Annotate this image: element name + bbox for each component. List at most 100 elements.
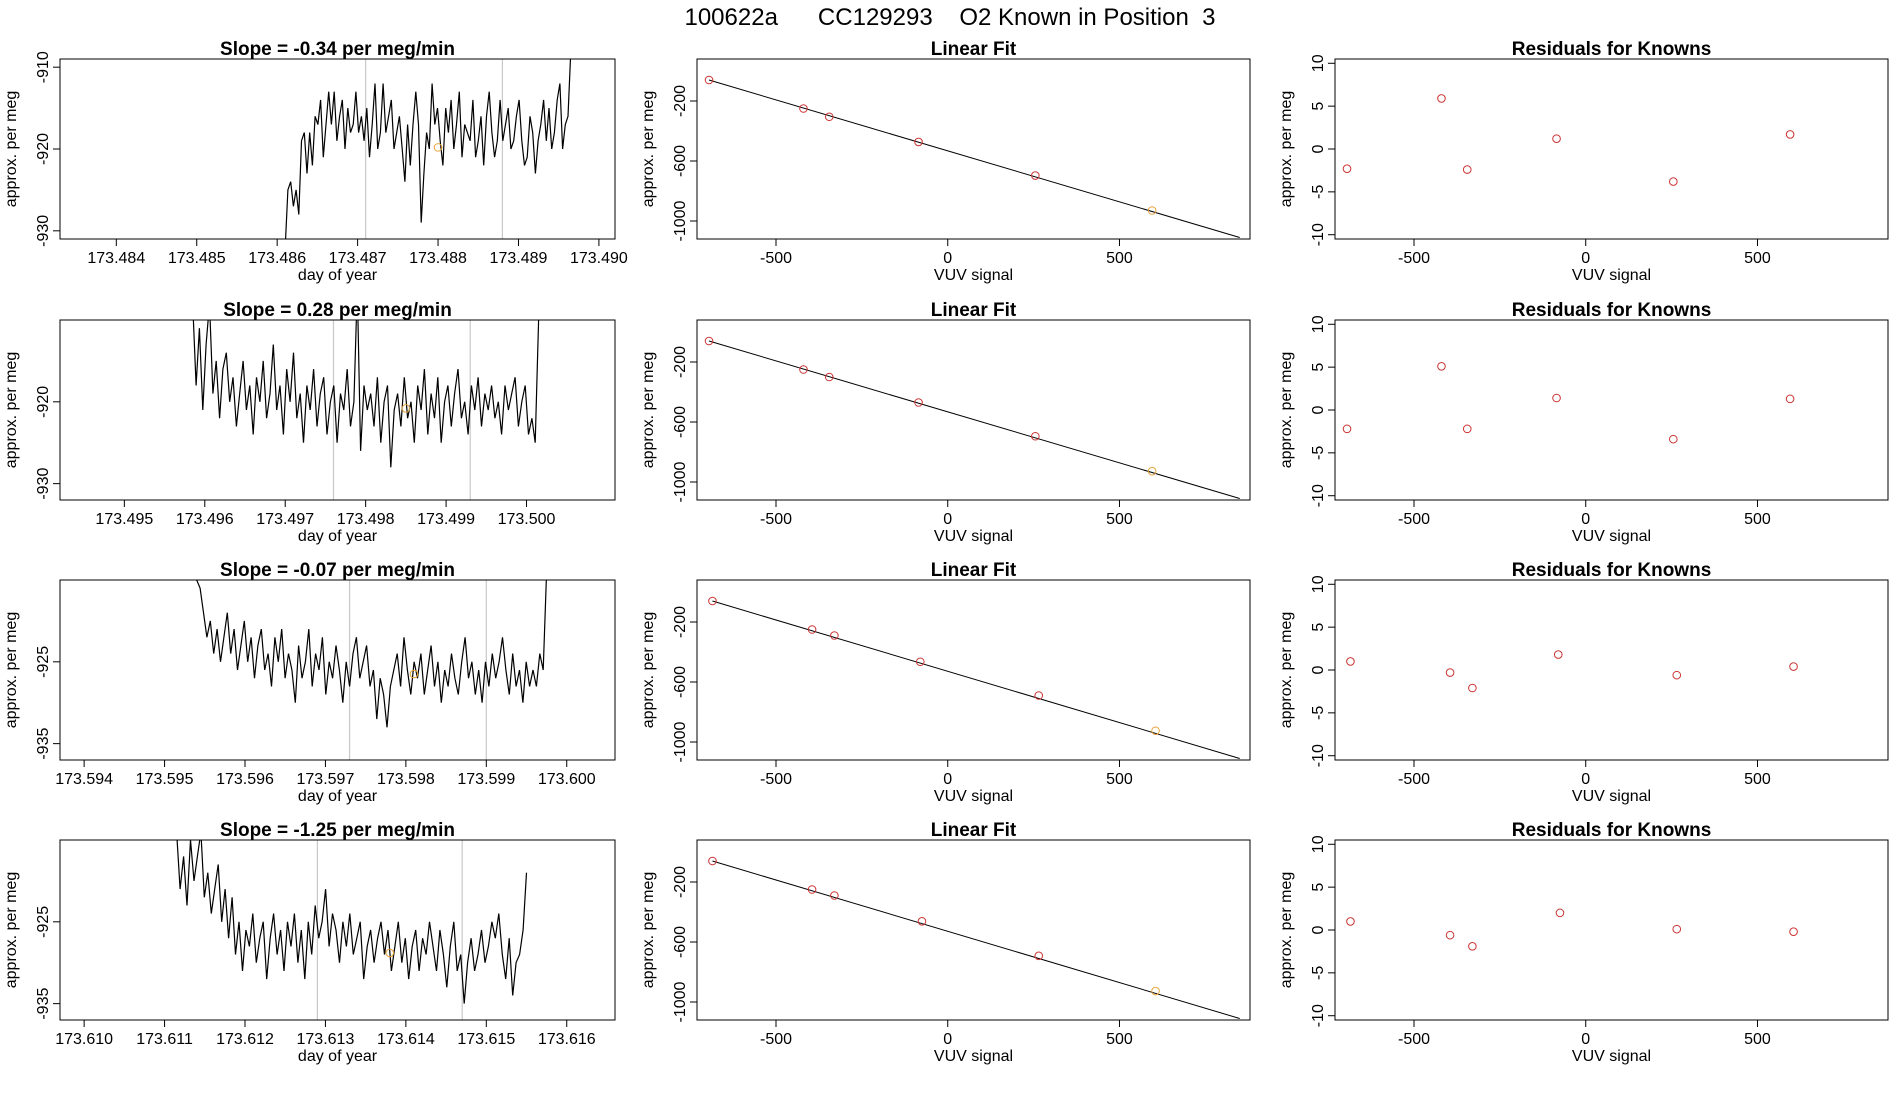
x-tick-label: 173.486: [248, 250, 306, 267]
plot-frame: [696, 839, 1251, 1021]
plot-data-group: [176, 840, 528, 1020]
data-point: [1552, 393, 1561, 403]
y-axis-label: approx. per meg: [640, 352, 657, 469]
x-tick-label: 500: [1744, 771, 1771, 788]
data-point: [1785, 130, 1795, 139]
y-tick-label: -5: [1310, 966, 1327, 980]
panel-title: Linear Fit: [931, 39, 1017, 60]
x-tick-label: -500: [1398, 771, 1430, 788]
x-tick-label: 0: [1581, 250, 1590, 267]
data-point: [807, 885, 817, 894]
data-point: [1346, 917, 1355, 926]
x-tick-label: -500: [760, 1031, 792, 1048]
data-point: [915, 657, 925, 667]
data-point: [1034, 691, 1044, 700]
x-tick-label: 0: [943, 250, 952, 267]
y-axis-label: approx. per meg: [3, 872, 20, 989]
plot-frame: [59, 319, 616, 501]
plot-frame: [696, 579, 1251, 761]
x-tick-label: 173.597: [297, 771, 355, 788]
y-tick-label: 5: [1310, 102, 1327, 111]
panel-title: Linear Fit: [931, 300, 1017, 321]
data-point: [1555, 908, 1565, 918]
x-tick-label: 0: [943, 511, 952, 528]
x-axis-label: VUV signal: [934, 1048, 1013, 1065]
x-axis-label: VUV signal: [1572, 528, 1651, 545]
y-axis-label: approx. per meg: [1278, 352, 1295, 469]
plot-data-group: [196, 580, 547, 760]
data-point: [1785, 394, 1795, 404]
data-point: [799, 365, 808, 374]
x-tick-label: 173.485: [168, 250, 226, 267]
data-point: [1672, 670, 1682, 680]
x-tick-label: -500: [1398, 511, 1430, 528]
data-point: [704, 75, 714, 85]
x-tick-label: 173.499: [417, 511, 475, 528]
data-point: [1342, 424, 1352, 434]
plot-data-group: [708, 856, 1240, 1019]
series-line: [176, 840, 528, 1004]
x-tick-label: -500: [1398, 1031, 1430, 1048]
fit-line: [708, 340, 1240, 499]
data-point: [708, 856, 717, 866]
x-tick-label: 500: [1106, 250, 1133, 267]
x-tick-label: 500: [1744, 250, 1771, 267]
data-point: [830, 631, 839, 640]
y-tick-label: -920: [35, 386, 52, 418]
x-tick-label: 500: [1106, 771, 1133, 788]
y-axis-label: approx. per meg: [640, 872, 657, 989]
y-axis-label: approx. per meg: [1278, 872, 1295, 989]
data-point: [1151, 986, 1160, 996]
y-tick-label: -10: [1310, 484, 1327, 507]
x-tick-label: 173.498: [337, 511, 395, 528]
fit-line: [708, 79, 1240, 238]
y-axis-label: approx. per meg: [3, 352, 20, 469]
data-point: [1468, 941, 1477, 951]
x-axis-label: VUV signal: [934, 528, 1013, 545]
x-tick-label: 173.614: [377, 1031, 435, 1048]
data-point: [1462, 424, 1472, 434]
plot-data-group: [704, 75, 1240, 238]
data-point: [1445, 930, 1455, 940]
plot-frame: [696, 319, 1251, 501]
y-tick-label: 5: [1310, 623, 1327, 632]
y-axis-label: approx. per meg: [1278, 91, 1295, 208]
y-tick-label: 10: [1310, 315, 1327, 333]
y-tick-label: -930: [35, 215, 52, 247]
y-tick-label: -925: [35, 646, 52, 678]
fit-line: [712, 860, 1240, 1019]
plot-data-group: [192, 320, 540, 500]
panel-title: Residuals for Knowns: [1512, 39, 1712, 60]
y-tick-label: -1000: [672, 721, 689, 762]
y-tick-label: -600: [672, 666, 689, 698]
x-tick-label: 0: [1581, 1031, 1590, 1048]
y-tick-label: -600: [672, 926, 689, 958]
data-point: [1672, 924, 1682, 934]
y-tick-label: -930: [35, 468, 52, 500]
x-tick-label: 173.496: [176, 511, 234, 528]
x-tick-label: 173.489: [490, 250, 548, 267]
x-tick-label: 173.611: [136, 1031, 193, 1048]
data-point: [914, 398, 923, 407]
data-point: [1552, 134, 1561, 144]
plot-frame: [696, 58, 1251, 240]
y-tick-label: -1000: [672, 981, 689, 1022]
panel-title: Slope = -0.34 per meg/min: [220, 39, 455, 60]
plot-data-group: [704, 336, 1240, 499]
x-axis-label: day of year: [298, 1048, 378, 1065]
panel-fit-row-1: -500 0 500 -1000 -600 -200 Linear Fit VUV signa…: [640, 39, 1251, 284]
x-tick-label: 173.598: [377, 771, 435, 788]
panel-title: Slope = -0.07 per meg/min: [220, 560, 455, 581]
y-tick-label: -935: [35, 988, 52, 1020]
data-point: [1147, 206, 1157, 215]
data-point: [1789, 662, 1798, 671]
series-line: [284, 59, 572, 239]
known-marker: [433, 143, 443, 152]
y-axis-label: approx. per meg: [640, 612, 657, 729]
y-axis-label: approx. per meg: [640, 91, 657, 208]
x-tick-label: 500: [1106, 1031, 1133, 1048]
x-tick-label: 173.613: [297, 1031, 355, 1048]
known-marker: [385, 948, 395, 958]
data-point: [799, 104, 808, 113]
y-tick-label: 5: [1310, 883, 1327, 892]
